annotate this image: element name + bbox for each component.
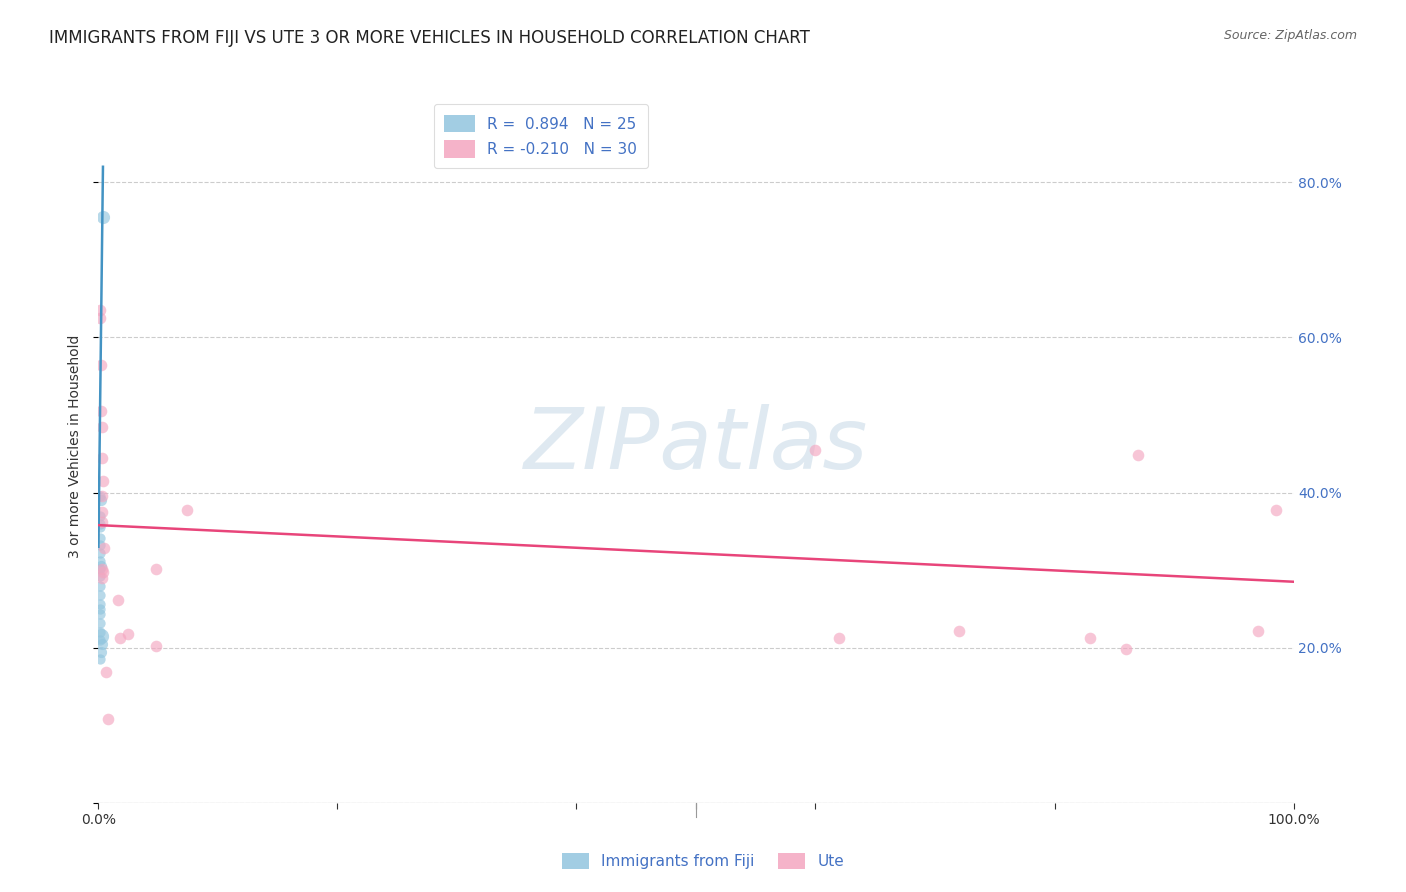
Point bbox=[89, 554, 111, 568]
Point bbox=[107, 592, 129, 607]
Point bbox=[90, 493, 112, 508]
Point bbox=[89, 597, 111, 611]
Point bbox=[94, 665, 117, 680]
Point bbox=[90, 404, 112, 418]
Point bbox=[90, 644, 112, 658]
Point bbox=[89, 625, 111, 640]
Point bbox=[145, 639, 167, 653]
Point bbox=[1080, 632, 1102, 646]
Text: ZIPatlas: ZIPatlas bbox=[524, 404, 868, 488]
Point bbox=[89, 579, 111, 593]
Legend: Immigrants from Fiji, Ute: Immigrants from Fiji, Ute bbox=[555, 847, 851, 875]
Point bbox=[89, 607, 111, 621]
Point bbox=[1115, 642, 1137, 657]
Point bbox=[89, 546, 111, 560]
Point bbox=[91, 505, 114, 519]
Point bbox=[90, 358, 112, 372]
Point bbox=[1247, 624, 1270, 638]
Y-axis label: 3 or more Vehicles in Household: 3 or more Vehicles in Household bbox=[69, 334, 83, 558]
Point bbox=[145, 561, 167, 575]
Point bbox=[89, 490, 111, 504]
Point bbox=[91, 210, 114, 224]
Point bbox=[91, 561, 114, 575]
Point bbox=[90, 629, 112, 643]
Point bbox=[804, 442, 827, 457]
Text: IMMIGRANTS FROM FIJI VS UTE 3 OR MORE VEHICLES IN HOUSEHOLD CORRELATION CHART: IMMIGRANTS FROM FIJI VS UTE 3 OR MORE VE… bbox=[49, 29, 810, 47]
Point bbox=[91, 450, 114, 465]
Point bbox=[91, 419, 114, 434]
Point bbox=[89, 569, 111, 583]
Point bbox=[108, 632, 131, 646]
Point bbox=[89, 311, 111, 326]
Point bbox=[89, 508, 111, 523]
Point bbox=[89, 632, 111, 647]
Point bbox=[91, 637, 114, 651]
Point bbox=[828, 632, 851, 646]
Point bbox=[89, 531, 111, 545]
Point bbox=[89, 561, 111, 575]
Point bbox=[89, 652, 111, 666]
Point bbox=[91, 490, 114, 504]
Point bbox=[89, 516, 111, 531]
Point bbox=[89, 303, 111, 318]
Point bbox=[93, 541, 115, 556]
Legend: R =  0.894   N = 25, R = -0.210   N = 30: R = 0.894 N = 25, R = -0.210 N = 30 bbox=[433, 104, 648, 169]
Point bbox=[117, 626, 139, 640]
Point bbox=[89, 615, 111, 630]
Point bbox=[89, 538, 111, 552]
Point bbox=[91, 565, 114, 579]
Point bbox=[1264, 502, 1286, 516]
Text: Source: ZipAtlas.com: Source: ZipAtlas.com bbox=[1223, 29, 1357, 43]
Point bbox=[89, 602, 111, 616]
Point bbox=[89, 520, 111, 534]
Point bbox=[1128, 448, 1150, 462]
Point bbox=[176, 502, 198, 516]
Point bbox=[91, 474, 114, 488]
Point bbox=[91, 571, 114, 585]
Point bbox=[948, 624, 970, 638]
Point bbox=[91, 515, 114, 529]
Point bbox=[90, 559, 112, 574]
Point bbox=[97, 712, 120, 726]
Point bbox=[89, 588, 111, 602]
